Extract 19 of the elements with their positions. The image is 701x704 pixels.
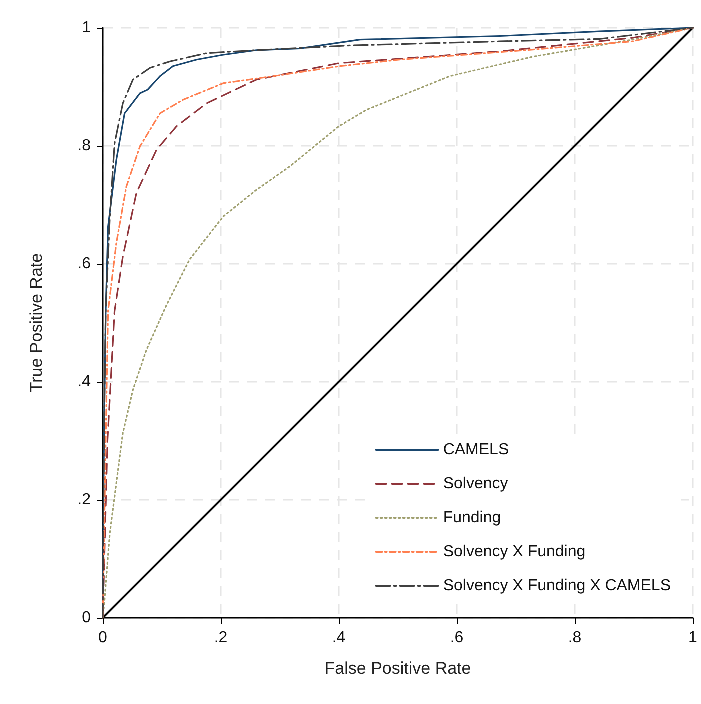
legend-label: Solvency X Funding [443,544,586,560]
x-tick-label: .4 [332,630,346,646]
x-tick-label: .8 [568,630,582,646]
x-tick-label: .2 [214,630,228,646]
legend-label: Solvency [443,476,508,492]
legend-label: Funding [443,510,502,526]
y-tick-label: .8 [78,138,92,154]
legend-label: CAMELS [443,442,510,458]
legend-label: Solvency X Funding X CAMELS [443,578,672,594]
y-tick-label: .4 [78,374,92,390]
y-axis-title: True Positive Rate [27,253,46,393]
y-tick-label: .2 [78,492,92,508]
x-tick-label: 0 [98,630,108,646]
x-tick-label: 1 [688,630,698,646]
x-tick-label: .6 [450,630,464,646]
x-axis-title: False Positive Rate [324,659,472,678]
y-tick-label: 1 [82,20,92,36]
y-tick-label: .6 [78,256,92,272]
y-tick-label: 0 [82,610,92,626]
